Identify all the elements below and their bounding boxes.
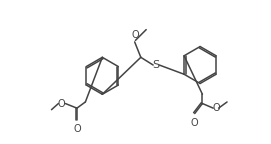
Text: O: O [132, 30, 139, 40]
Text: O: O [58, 98, 65, 109]
Text: O: O [190, 118, 198, 128]
Text: O: O [73, 124, 81, 134]
Text: O: O [212, 103, 220, 113]
Text: S: S [153, 60, 160, 70]
